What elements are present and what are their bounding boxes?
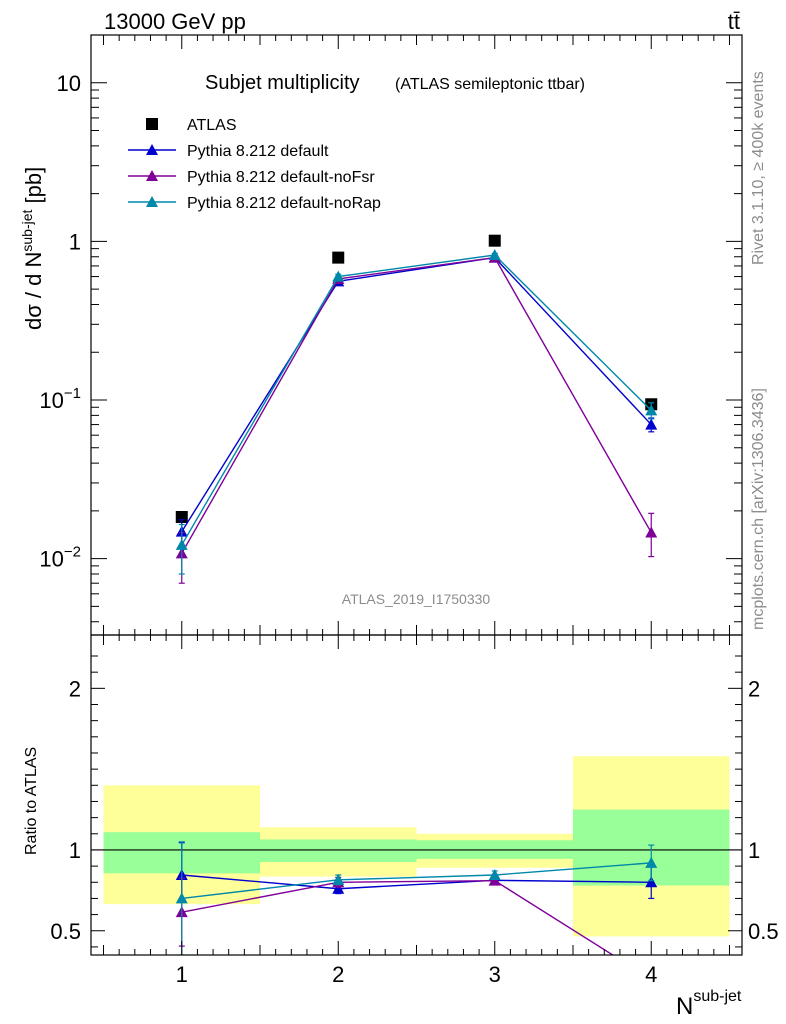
ratio-ytick-label: 1 [69,838,81,863]
ratio-point-marker [645,856,658,868]
main-series-line [181,256,652,554]
main-series-line [181,254,652,546]
ratio-point-marker [488,869,501,880]
ratio-ylabel: Ratio to ATLAS [23,747,40,855]
xtick-label: 1 [176,962,188,987]
main-title-group: Subjet multiplicity (ATLAS semileptonic … [205,72,585,94]
main-content [175,234,658,584]
main-ytick-label: 10−1 [39,385,81,413]
energy-label: 13000 GeV pp [104,9,246,34]
ratio-point-marker [175,892,188,904]
mc-point-marker [645,404,658,416]
x-axis-label: Nsub-jet [676,988,742,1020]
main-ytick-label: 10 [57,71,81,96]
ratio-point-marker [645,876,658,888]
xtick-label: 2 [332,962,344,987]
mc-point-marker [488,249,501,261]
mc-point-marker [175,538,188,550]
ratio-content [91,756,742,955]
legend-marker-square [146,118,158,130]
process-label: tt̄ [728,9,740,34]
ratio-point-marker [488,874,501,886]
chart-subtitle: (ATLAS semileptonic ttbar) [395,76,585,93]
ratio-point-marker [332,882,345,894]
x-axis-label-text: Nsub-jet [676,988,742,1020]
legend-label: ATLAS [187,117,237,134]
legend: ATLAS Pythia 8.212 default Pythia 8.212 de… [128,117,381,212]
ratio-ytick-label: 2 [69,676,81,701]
ratio-series-line [181,862,652,900]
legend-label: Pythia 8.212 default-noRap [187,195,381,212]
main-ytick-label: 1 [69,229,81,254]
xtick-label: 4 [645,962,657,987]
ratio-panel: 0.5 0.5 1 1 2 2 1 2 3 4 [50,35,779,987]
legend-label: Pythia 8.212 default-noFsr [187,169,375,186]
mc-point-marker [645,526,658,538]
ratio-series-line [181,879,615,955]
mc-point-marker [645,418,658,430]
legend-marker [146,196,158,207]
legend-marker [146,144,158,155]
ratio-point-marker [332,873,345,885]
mc-point-marker [332,270,345,282]
uncertainty-band-green [260,839,417,863]
ratio-ytick-label-right: 0.5 [748,919,779,944]
chart-title: Subjet multiplicity [205,72,360,94]
rivet-label: Rivet 3.1.10, ≥ 400k events [750,71,767,265]
main-ylabel: dσ / d Nsub-jet [pb] [19,167,46,330]
data-point-square [488,234,501,247]
ratio-ytick-label-right: 2 [748,676,760,701]
legend-marker [146,170,158,181]
ratio-series-line [181,874,652,890]
main-ytick-label: 10−2 [39,544,81,572]
watermark-label: ATLAS_2019_I1750330 [342,591,491,607]
main-panel: 10−2 10−1 1 10 [39,34,743,636]
legend-label: Pythia 8.212 default [187,143,329,160]
ratio-ytick-label: 0.5 [50,919,81,944]
main-ylabel-text: dσ / d Nsub-jet [pb] [19,167,46,330]
main-series-line [181,256,652,532]
mcplots-label: mcplots.cern.ch [arXiv:1306.3436] [750,388,767,630]
ratio-ytick-label-right: 1 [748,838,760,863]
xtick-label: 3 [489,962,501,987]
data-point-square [332,251,345,264]
